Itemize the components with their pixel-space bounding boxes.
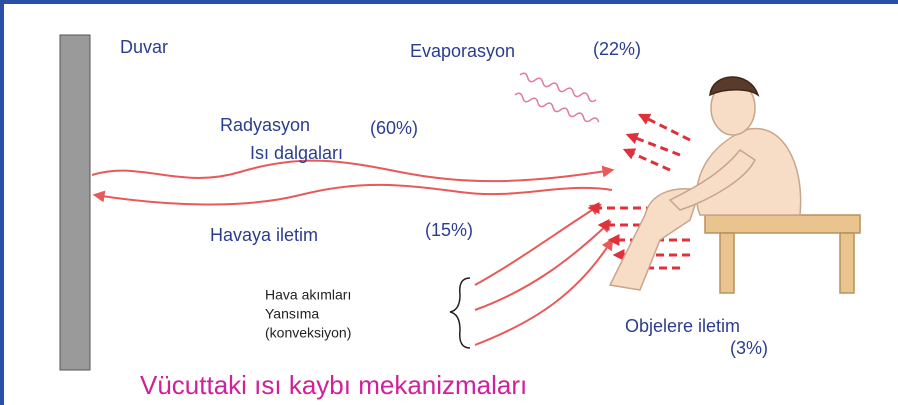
convection-line: (konveksiyon) (265, 325, 351, 341)
air-conduction-label: Havaya iletim (210, 225, 318, 245)
convection-line: Hava akımları (265, 287, 351, 303)
wall-label: Duvar (120, 37, 168, 57)
title: Vücuttaki ısı kaybı mekanizmaları (140, 370, 527, 400)
diagram: Duvar Evaporasyon (22%) Radyasyon (60%) … (0, 0, 898, 405)
radiation-sublabel: Isı dalgaları (250, 143, 343, 163)
evaporation-label: Evaporasyon (410, 41, 515, 61)
air-conduction-share: (15%) (425, 220, 473, 240)
evaporation-share: (22%) (593, 39, 641, 59)
radiation-share: (60%) (370, 118, 418, 138)
convection-line: Yansıma (265, 306, 319, 322)
wall (60, 35, 90, 370)
radiation-label: Radyasyon (220, 115, 310, 135)
object-conduction-label: Objelere iletim (625, 316, 740, 336)
object-conduction-share: (3%) (730, 338, 768, 358)
